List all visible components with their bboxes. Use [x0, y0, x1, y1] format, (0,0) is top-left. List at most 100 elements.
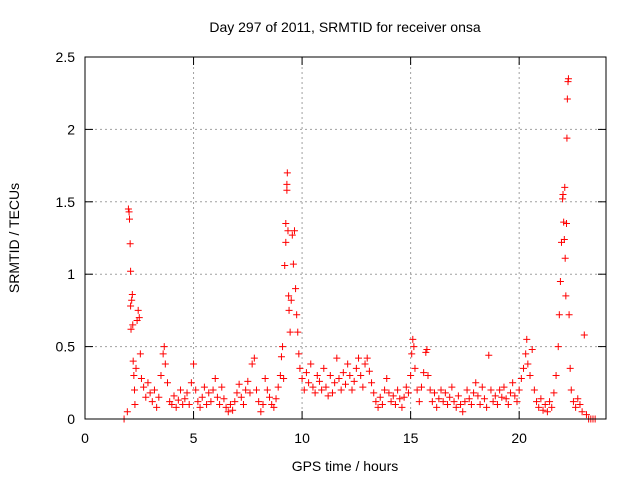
data-point [124, 205, 132, 213]
x-axis-label: GPS time / hours [292, 458, 399, 474]
data-point [528, 345, 536, 353]
data-point [350, 377, 358, 385]
y-tick-label: 1.5 [56, 194, 76, 210]
data-point [572, 403, 580, 411]
data-point [561, 183, 569, 191]
data-point [172, 403, 180, 411]
data-point [428, 398, 436, 406]
data-point [422, 348, 430, 356]
data-point [130, 386, 138, 394]
x-tick-label: 10 [294, 430, 310, 446]
data-point [285, 292, 293, 300]
data-point [263, 386, 271, 394]
data-point [511, 392, 519, 400]
data-point [307, 360, 315, 368]
data-point [309, 383, 317, 391]
data-point [331, 379, 339, 387]
data-point [576, 401, 584, 409]
data-point [368, 379, 376, 387]
data-point [378, 401, 386, 409]
data-point [337, 386, 345, 394]
data-point [435, 395, 443, 403]
data-point [493, 401, 501, 409]
data-point [127, 302, 135, 310]
data-point [125, 208, 133, 216]
data-point [474, 392, 482, 400]
data-point [140, 383, 148, 391]
data-point [286, 328, 294, 336]
data-point [559, 191, 567, 199]
x-tick-label: 0 [81, 430, 89, 446]
data-point [582, 411, 590, 419]
data-point [205, 389, 213, 397]
data-point [342, 380, 349, 388]
data-point [504, 401, 512, 409]
data-point [274, 383, 282, 391]
data-point [293, 311, 301, 319]
data-point [470, 389, 478, 397]
data-point [153, 403, 161, 411]
data-point [311, 389, 319, 397]
data-point [150, 386, 158, 394]
data-point [224, 408, 232, 416]
data-point [524, 360, 532, 368]
data-point [535, 403, 543, 411]
data-point [282, 220, 290, 228]
data-point [355, 354, 363, 362]
data-point [404, 389, 412, 397]
data-point [292, 285, 300, 293]
data-point [359, 383, 367, 391]
data-point [134, 306, 142, 314]
y-tick-label: 0.5 [56, 339, 76, 355]
data-point [376, 393, 384, 401]
data-point [423, 345, 431, 353]
data-point [284, 227, 292, 235]
data-point [365, 367, 373, 375]
data-point [283, 169, 291, 177]
data-point [131, 401, 139, 409]
data-point [348, 386, 356, 394]
data-point [127, 325, 135, 333]
data-point [163, 379, 171, 387]
data-point [526, 372, 534, 380]
data-point [565, 311, 573, 319]
data-point [420, 369, 428, 377]
data-point [402, 383, 410, 391]
data-point [183, 389, 191, 397]
data-point [294, 328, 302, 336]
data-point [448, 383, 456, 391]
data-point [187, 379, 195, 387]
data-point [554, 343, 562, 351]
data-point [556, 277, 564, 285]
data-point [530, 386, 538, 394]
data-point [408, 350, 416, 358]
data-point [563, 95, 571, 103]
data-point [454, 392, 462, 400]
data-point [543, 408, 551, 416]
data-point [410, 343, 418, 351]
data-point [276, 372, 284, 380]
data-point [560, 235, 568, 243]
data-point [270, 403, 278, 411]
tick-labels: 0 0.5 1 1.5 2 2.5 0 5 10 15 20 [56, 49, 528, 446]
data-point [305, 379, 313, 387]
data-point [563, 134, 571, 142]
data-point [148, 398, 156, 406]
data-point [255, 398, 263, 406]
data-point [185, 401, 193, 409]
data-point [552, 372, 560, 380]
data-point [200, 383, 208, 391]
data-point [237, 393, 245, 401]
data-point [123, 408, 131, 416]
data-point [496, 386, 504, 394]
data-point [132, 364, 140, 372]
data-point [567, 386, 575, 394]
data-point [335, 374, 343, 382]
data-point [459, 408, 467, 416]
data-point [261, 374, 269, 382]
data-point [226, 401, 234, 409]
data-point [500, 383, 508, 391]
data-point [566, 364, 574, 372]
data-point [161, 360, 169, 368]
data-point [282, 238, 290, 246]
